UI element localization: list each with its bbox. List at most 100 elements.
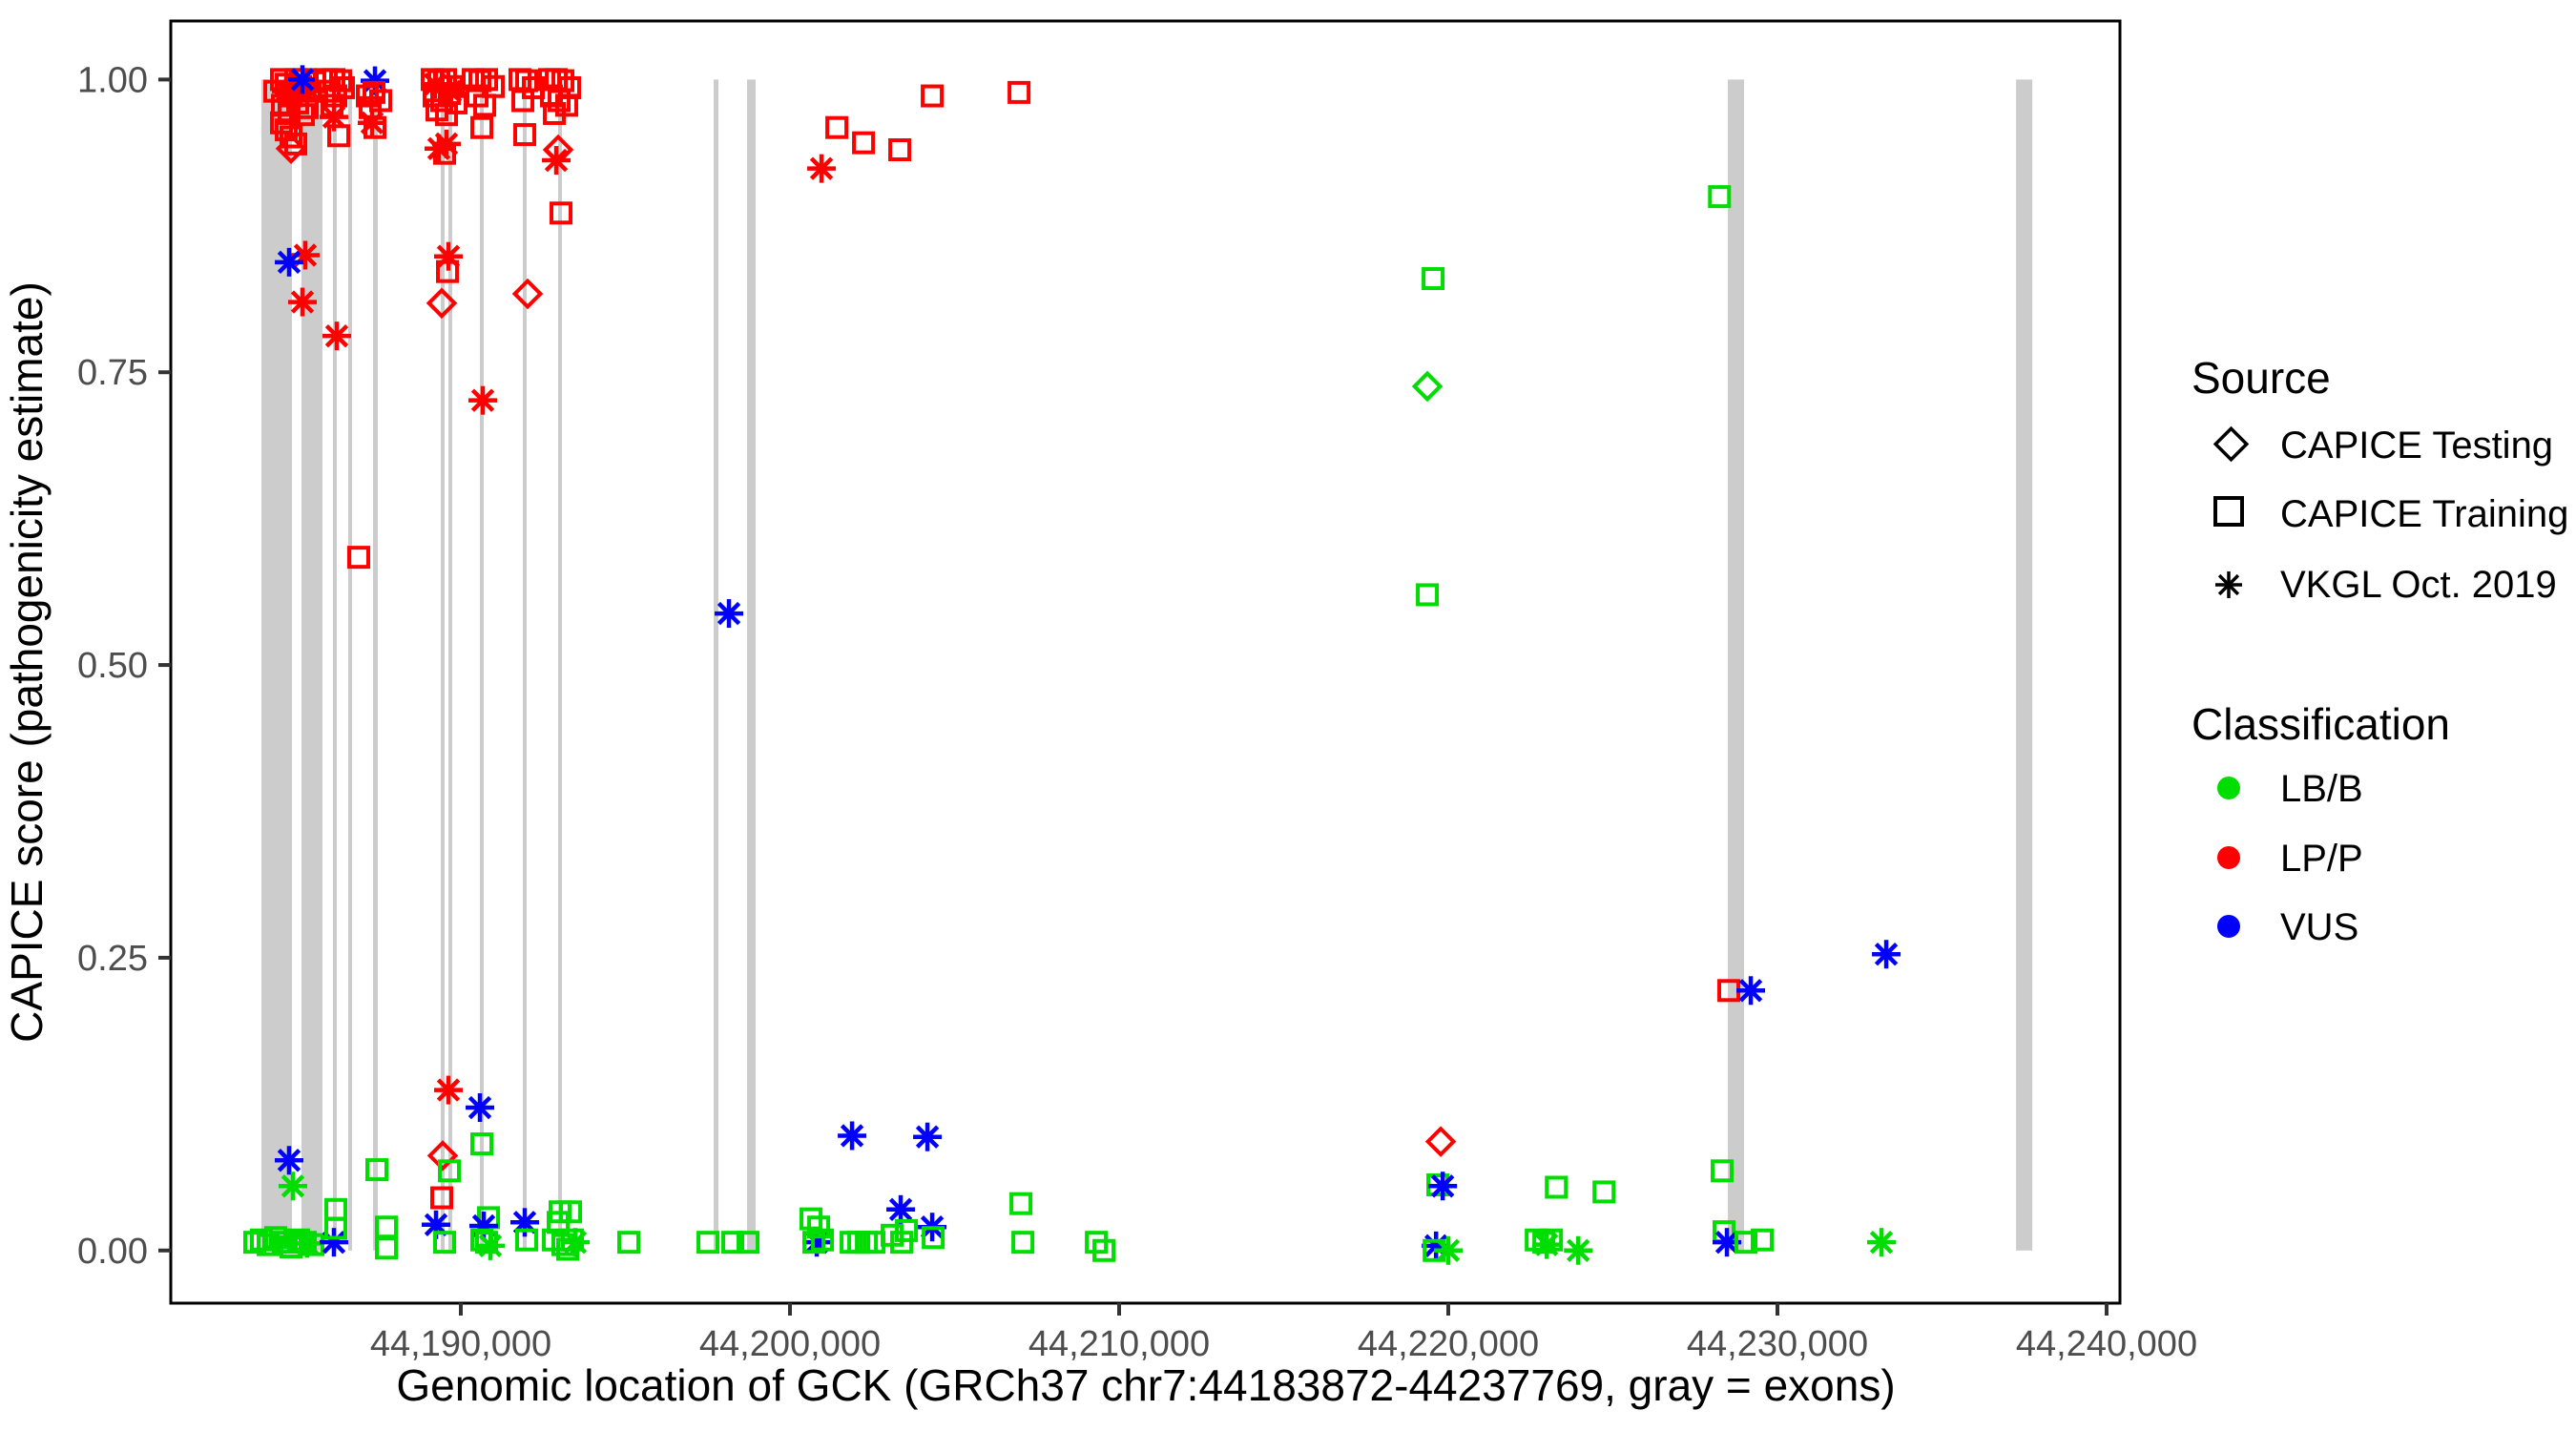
data-point-diamond: [1411, 370, 1444, 403]
legend-item-lpp: LP/P: [2280, 838, 2363, 880]
panel-border-layer: [169, 19, 2122, 1305]
data-point-square: [332, 75, 356, 99]
asterisk-stroke: [478, 1234, 503, 1258]
data-point-asterisk: [1867, 1228, 1897, 1257]
exon-bar: [480, 79, 485, 1251]
exon-bar: [260, 79, 292, 1251]
asterisk-stroke: [274, 79, 299, 103]
x-tick-label: 44,190,000: [370, 1324, 551, 1364]
data-point-square: [470, 1132, 494, 1156]
data-point-square: [1751, 1228, 1775, 1252]
legend-classification-title: Classification: [2192, 699, 2450, 749]
asterisk-stroke: [1567, 1238, 1590, 1262]
data-point-square: [1416, 583, 1440, 607]
capice-training-square-icon: [2213, 496, 2244, 527]
data-point-asterisk: [274, 1146, 303, 1175]
data-point-asterisk: [468, 385, 498, 415]
data-point-square: [435, 103, 459, 127]
x-axis-title: Genomic location of GCK (GRCh37 chr7:441…: [396, 1360, 1895, 1410]
asterisk-stroke: [434, 132, 459, 156]
x-tick-label: 44,210,000: [1028, 1324, 1210, 1364]
data-point-square: [375, 1215, 399, 1239]
data-point-asterisk: [432, 129, 462, 158]
asterisk-stroke: [1714, 1230, 1739, 1255]
data-point-square: [807, 1215, 831, 1239]
data-point-asterisk: [293, 1229, 322, 1258]
y-tick-label: 0.50: [77, 646, 148, 686]
asterisk-stroke: [1874, 943, 1899, 966]
data-point-asterisk: [1428, 1172, 1458, 1201]
data-point-square: [511, 89, 535, 113]
asterisk-stroke: [436, 1078, 461, 1102]
data-point-diamond: [511, 278, 544, 310]
data-point-square: [696, 1231, 720, 1255]
x-tick-label: 44,220,000: [1358, 1324, 1539, 1364]
exon-bar: [373, 79, 379, 1251]
data-point-asterisk: [1736, 976, 1766, 1006]
data-point-asterisk: [287, 65, 317, 94]
exon-bar: [347, 79, 352, 1251]
data-point-square: [284, 132, 308, 156]
asterisk-stroke: [840, 1124, 864, 1148]
data-point-square: [1422, 267, 1445, 291]
data-point-square: [543, 101, 567, 125]
data-point-square: [895, 1218, 919, 1242]
data-point-asterisk: [838, 1121, 867, 1151]
y-tick-label: 0.75: [77, 353, 148, 393]
data-point-asterisk: [715, 599, 744, 629]
data-point-square: [1735, 1231, 1758, 1255]
data-point-asterisk: [561, 1228, 591, 1257]
asterisk-stroke: [322, 105, 346, 129]
data-point-square: [250, 1228, 274, 1252]
asterisk-stroke: [322, 1230, 346, 1255]
data-point-asterisk: [434, 241, 464, 271]
data-point-square: [825, 115, 849, 139]
asterisk-stroke: [360, 111, 384, 135]
data-point-square: [513, 123, 537, 147]
exon-bar: [558, 79, 563, 1251]
data-point-asterisk: [434, 1075, 464, 1105]
data-point-square: [888, 138, 912, 162]
data-point-square: [280, 1235, 303, 1259]
data-point-asterisk: [2215, 571, 2242, 598]
data-point-square: [548, 89, 571, 113]
data-point-asterisk: [278, 1172, 307, 1201]
data-point-square: [890, 1231, 914, 1255]
data-point-square: [433, 1231, 457, 1255]
data-point-square: [473, 93, 497, 117]
asterisk-stroke: [563, 1230, 588, 1255]
data-point-asterisk: [322, 321, 351, 351]
exon-bar: [523, 79, 528, 1251]
legend-classification: Classification LB/B LP/P VUS: [2192, 699, 2450, 948]
data-point-square: [438, 1159, 462, 1183]
asterisk-stroke: [915, 1125, 940, 1149]
asterisk-stroke: [438, 79, 463, 103]
asterisk-stroke: [295, 1232, 320, 1255]
exon-bar: [747, 79, 757, 1251]
vkgl-asterisk-icon: [2215, 571, 2242, 598]
data-point-asterisk: [1564, 1235, 1593, 1265]
exon-bar: [448, 79, 453, 1251]
data-point-square: [324, 1216, 348, 1240]
exon-bar: [301, 79, 322, 1251]
x-tick-label: 44,230,000: [1687, 1324, 1868, 1364]
y-axis-title: CAPICE score (pathogenicity estimate): [2, 281, 52, 1043]
y-tick-label: 1.00: [77, 60, 148, 100]
data-point-square: [318, 79, 342, 103]
x-tick-label: 44,240,000: [2016, 1324, 2197, 1364]
legend-item-capice-testing: CAPICE Testing: [2280, 425, 2553, 467]
data-point-square: [721, 1231, 745, 1255]
data-point-square: [921, 84, 945, 108]
data-point-square: [1592, 1180, 1616, 1204]
asterisk-stroke: [1738, 979, 1763, 1003]
y-tick-label: 0.00: [77, 1232, 148, 1272]
lpp-color-dot-icon: [2217, 846, 2240, 869]
data-point-square: [737, 1231, 760, 1255]
x-tick-label: 44,200,000: [699, 1324, 881, 1364]
data-point-square: [355, 84, 379, 108]
data-point-square: [470, 115, 494, 139]
data-point-square: [1545, 1175, 1568, 1199]
legend-item-vus: VUS: [2280, 906, 2358, 948]
data-point-asterisk: [542, 146, 571, 176]
